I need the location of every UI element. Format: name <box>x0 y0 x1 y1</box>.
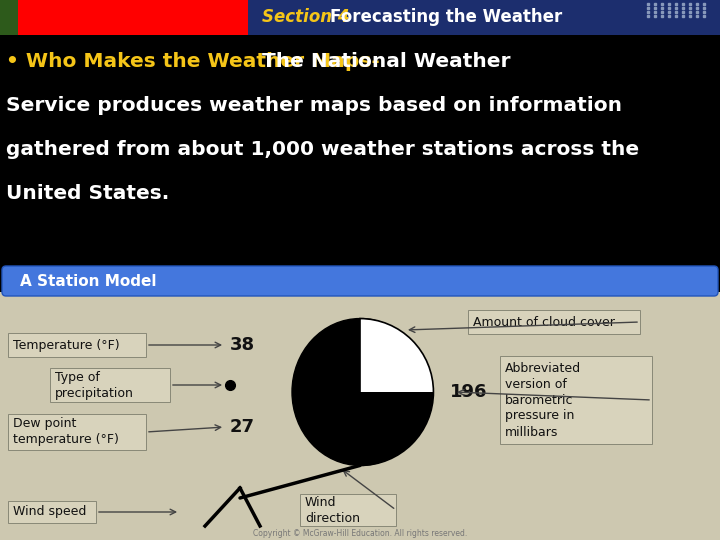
Text: Service produces weather maps based on information: Service produces weather maps based on i… <box>6 96 622 115</box>
Text: The National Weather: The National Weather <box>255 52 510 71</box>
Text: 38: 38 <box>230 336 255 354</box>
FancyBboxPatch shape <box>468 310 640 334</box>
Wedge shape <box>360 319 433 465</box>
Text: Type of
precipitation: Type of precipitation <box>55 370 134 400</box>
Text: Abbreviated
version of
barometric
pressure in
millibars: Abbreviated version of barometric pressu… <box>505 361 581 438</box>
Text: Temperature (°F): Temperature (°F) <box>13 339 120 352</box>
FancyBboxPatch shape <box>8 501 96 523</box>
Text: Section 4: Section 4 <box>262 9 349 26</box>
Text: 196: 196 <box>450 383 487 401</box>
Text: Wind
direction: Wind direction <box>305 496 360 524</box>
Text: Copyright © McGraw-Hill Education. All rights reserved.: Copyright © McGraw-Hill Education. All r… <box>253 530 467 538</box>
Text: Amount of cloud cover: Amount of cloud cover <box>473 315 615 328</box>
Text: Forecasting the Weather: Forecasting the Weather <box>330 9 562 26</box>
Text: United States.: United States. <box>6 184 169 203</box>
Text: A Station Model: A Station Model <box>20 273 156 288</box>
FancyBboxPatch shape <box>0 0 720 35</box>
FancyBboxPatch shape <box>18 0 248 35</box>
FancyBboxPatch shape <box>0 0 18 35</box>
FancyBboxPatch shape <box>8 333 146 357</box>
Text: • Who Makes the Weather Maps-: • Who Makes the Weather Maps- <box>6 52 379 71</box>
Text: gathered from about 1,000 weather stations across the: gathered from about 1,000 weather statio… <box>6 140 639 159</box>
FancyBboxPatch shape <box>8 414 146 450</box>
FancyBboxPatch shape <box>0 35 720 270</box>
Wedge shape <box>360 392 433 465</box>
Ellipse shape <box>292 319 428 465</box>
FancyBboxPatch shape <box>2 266 718 296</box>
Text: Dew point
temperature (°F): Dew point temperature (°F) <box>13 417 119 447</box>
Text: 27: 27 <box>230 418 255 436</box>
FancyBboxPatch shape <box>500 356 652 444</box>
FancyBboxPatch shape <box>0 292 720 540</box>
FancyBboxPatch shape <box>300 494 396 526</box>
Text: Wind speed: Wind speed <box>13 505 86 518</box>
FancyBboxPatch shape <box>50 368 170 402</box>
